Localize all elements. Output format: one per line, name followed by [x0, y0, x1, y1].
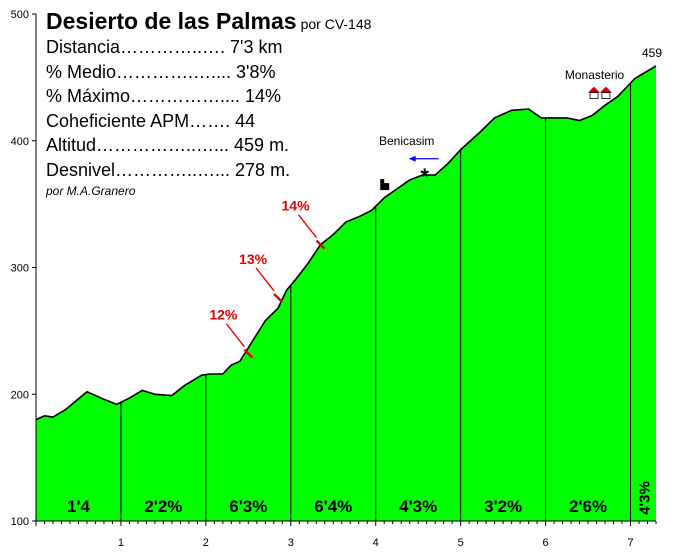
segment-grade-label: 4'3%	[399, 497, 437, 516]
steep-grade-label: 14%	[282, 198, 311, 214]
stat-average-grade: % Medio………….….... 3'8%	[46, 61, 276, 82]
author-credit: por M.A.Granero	[46, 183, 136, 198]
y-tick-label: 100	[11, 516, 29, 528]
steep-grade-marker	[273, 293, 283, 303]
steep-grade-marker	[315, 239, 326, 250]
y-tick-label: 200	[11, 389, 29, 401]
steep-grade-label: 13%	[239, 251, 268, 267]
chart-title: Desierto de las Palmas	[46, 8, 297, 34]
x-tick-label: 3	[288, 537, 294, 549]
arrow-head-icon	[408, 155, 416, 162]
asterisk-icon: *	[420, 164, 429, 189]
monument-icon-top	[380, 179, 385, 184]
segment-grade-label: 3'2%	[484, 497, 522, 516]
profile-area	[36, 66, 656, 521]
x-tick-label: 2	[203, 537, 209, 549]
segment-grade-label: 2'6%	[569, 497, 607, 516]
segment-grade-label: 6'3%	[229, 497, 267, 516]
monument-icon	[380, 183, 390, 191]
y-tick-label: 300	[11, 263, 29, 275]
x-tick-label: 4	[373, 537, 379, 549]
steep-grade-marker	[243, 348, 254, 359]
profile-line	[35, 65, 657, 421]
x-tick-label: 7	[627, 537, 633, 549]
y-tick-label: 400	[11, 136, 29, 148]
x-tick-label: 6	[543, 537, 549, 549]
benicasim-label: Benicasim	[379, 134, 434, 148]
info-panel: Desierto de las Palmas por CV-148 Distanc…	[46, 8, 371, 198]
summit-altitude-label: 459	[642, 46, 662, 60]
segment-grade-label: 4'3%	[636, 481, 653, 515]
annotation-leader	[225, 323, 245, 348]
stat-distance: Distancia…………..…. 7'3 km	[46, 37, 283, 57]
segment-grade-label: 2'2%	[144, 497, 182, 516]
stat-max-grade: % Máximo…………….... 14%	[46, 86, 282, 107]
house-icon	[589, 92, 599, 99]
house-roof-icon	[588, 86, 600, 93]
stat-altitude: Altitud……………..…... 459 m.	[46, 135, 290, 156]
annotation-leader	[255, 267, 275, 292]
stat-apm-coefficient: Coheficiente APM……. 44	[46, 110, 256, 131]
annotation-leader	[298, 214, 318, 239]
stat-elevation-gain: Desnivel…………..…... 278 m.	[46, 159, 291, 180]
x-tick-label: 1	[118, 537, 124, 549]
house-icon	[601, 92, 611, 99]
segment-grade-label: 6'4%	[314, 497, 352, 516]
segment-grade-label: 1'4	[67, 497, 90, 516]
house-roof-icon	[599, 86, 612, 93]
title-row: Desierto de las Palmas por CV-148	[46, 8, 371, 35]
steep-grade-label: 12%	[209, 307, 238, 323]
monasterio-label: Monasterio	[565, 68, 625, 82]
y-tick-label: 500	[11, 9, 29, 21]
chart-subtitle: por CV-148	[300, 16, 372, 32]
x-tick-label: 5	[458, 537, 464, 549]
